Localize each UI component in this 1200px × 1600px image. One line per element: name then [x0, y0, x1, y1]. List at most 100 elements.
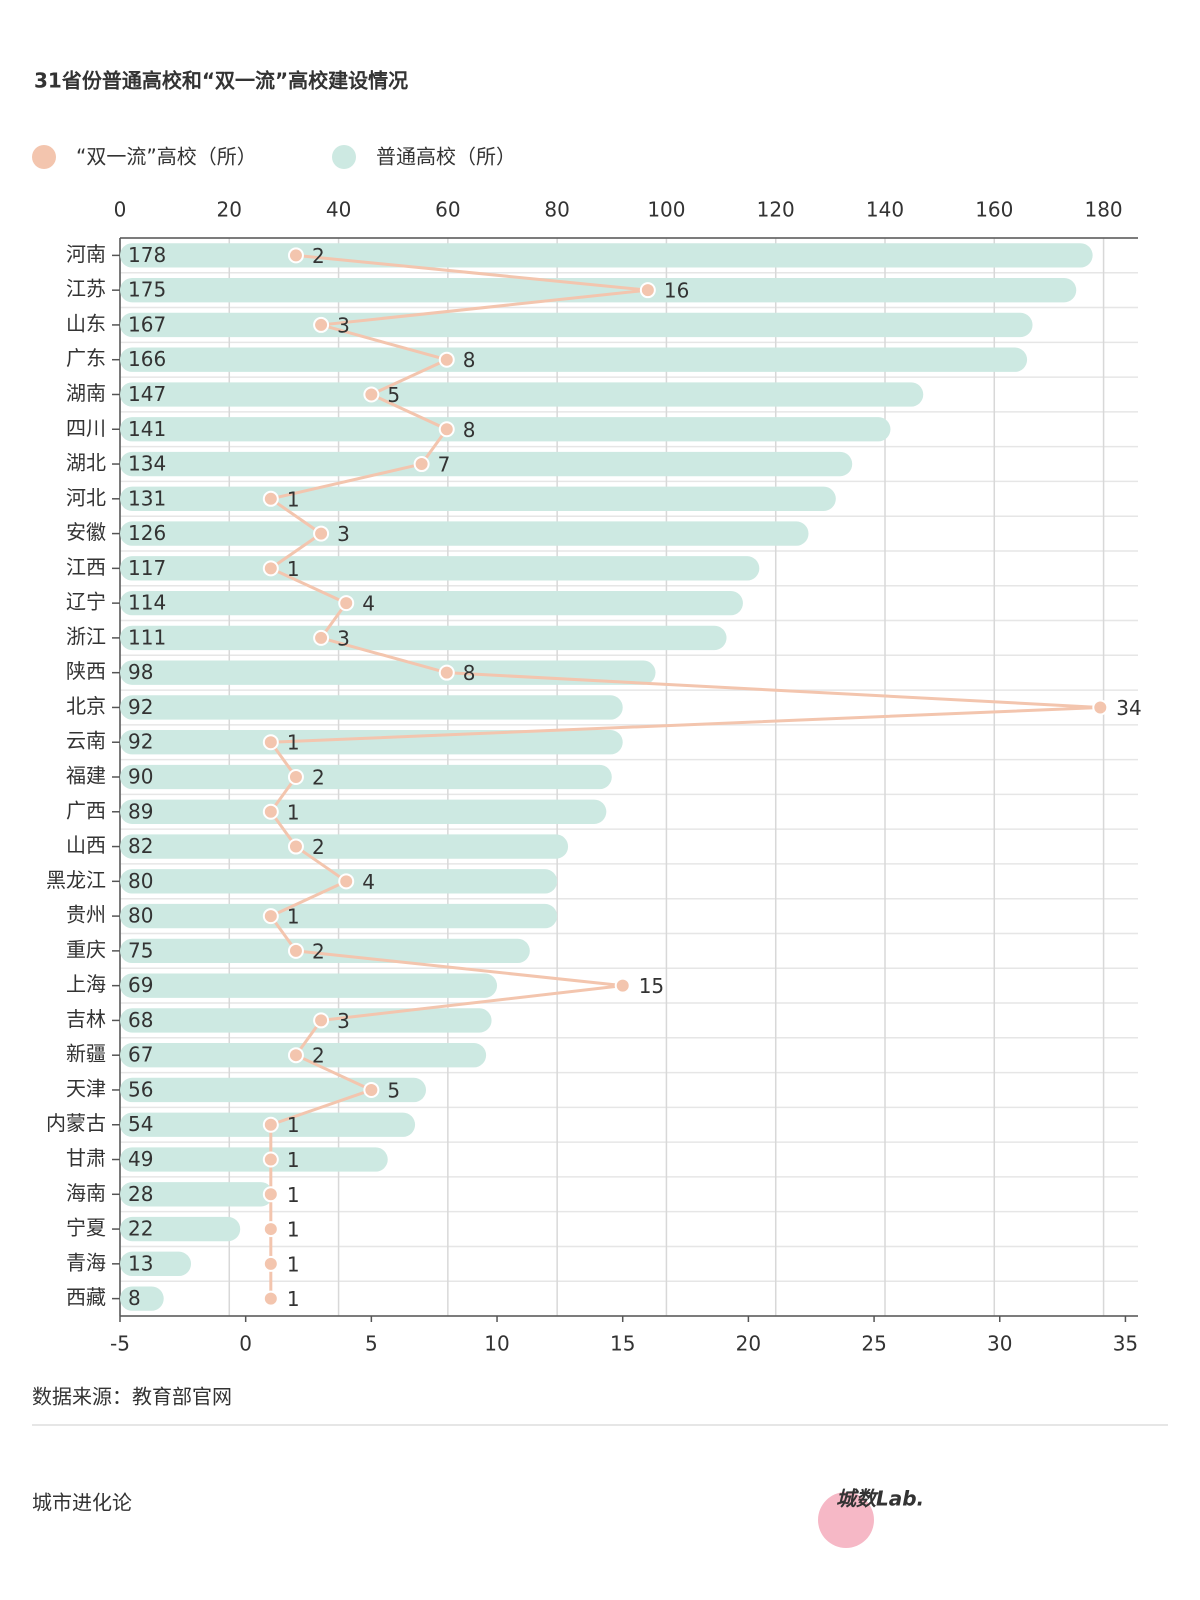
logo: 城数Lab.	[836, 1487, 924, 1511]
bar-value-label: 80	[128, 869, 153, 893]
x-tick-label: 160	[975, 198, 1013, 222]
bar	[120, 243, 1093, 268]
line-point	[262, 908, 279, 925]
x-tick-label: 120	[757, 198, 795, 222]
point-value-label: 1	[287, 1183, 300, 1207]
line-point	[363, 386, 380, 403]
point-value-label: 3	[337, 313, 350, 337]
x2-tick-label: 30	[987, 1332, 1012, 1356]
point-value-label: 1	[287, 487, 300, 511]
y-tick-label: 北京	[66, 694, 106, 718]
bar-value-label: 8	[128, 1286, 141, 1310]
y-tick-label: 山东	[66, 311, 106, 335]
point-value-label: 8	[463, 661, 476, 685]
bar	[120, 556, 760, 581]
bar-value-label: 134	[128, 452, 166, 476]
point-value-label: 3	[337, 522, 350, 546]
bar	[120, 1286, 164, 1311]
y-tick-label: 浙江	[66, 624, 106, 648]
legend-swatch	[332, 145, 356, 169]
point-value-label: 3	[337, 626, 350, 650]
line-point	[313, 629, 330, 646]
point-value-label: 1	[287, 800, 300, 824]
bar	[120, 1147, 388, 1172]
bar-value-label: 28	[128, 1182, 153, 1206]
bar	[120, 451, 853, 477]
line-point	[287, 1047, 304, 1064]
line-point	[287, 942, 304, 959]
point-value-label: 2	[312, 244, 325, 268]
point-value-label: 1	[287, 1287, 300, 1311]
bar-value-label: 126	[128, 521, 166, 545]
point-value-label: 1	[287, 1148, 300, 1172]
bar-value-label: 54	[128, 1112, 153, 1136]
line-point	[262, 1221, 279, 1238]
bar-value-label: 82	[128, 834, 153, 858]
bar	[120, 1008, 492, 1033]
line-point	[413, 456, 430, 473]
bar-value-label: 75	[128, 938, 153, 962]
bar	[120, 590, 743, 616]
source-note: 数据来源：教育部官网	[32, 1385, 232, 1409]
y-tick-label: 青海	[66, 1250, 106, 1274]
line-point	[313, 316, 330, 333]
y-tick-label: 上海	[66, 972, 106, 996]
y-tick-label: 宁夏	[66, 1216, 106, 1240]
y-tick-label: 江西	[66, 555, 106, 579]
line-point	[262, 1290, 279, 1307]
bar-value-label: 117	[128, 556, 166, 580]
y-tick-label: 辽宁	[66, 590, 106, 614]
x-tick-label: 40	[326, 198, 351, 222]
line-point	[287, 247, 304, 264]
line-point	[262, 1116, 279, 1133]
point-value-label: 1	[287, 557, 300, 581]
bar	[120, 521, 809, 546]
point-value-label: 3	[337, 1009, 350, 1033]
bar-value-label: 131	[128, 486, 166, 510]
y-tick-label: 四川	[66, 416, 106, 440]
bar-value-label: 114	[128, 591, 166, 615]
line-point	[262, 1151, 279, 1168]
point-value-label: 2	[312, 835, 325, 859]
y-tick-label: 广西	[66, 798, 106, 822]
x2-tick-label: 10	[484, 1332, 509, 1356]
x2-tick-label: 5	[365, 1332, 378, 1356]
bar-value-label: 56	[128, 1077, 153, 1101]
point-value-label: 5	[387, 1078, 400, 1102]
bar	[120, 730, 623, 755]
y-tick-label: 湖北	[66, 451, 106, 475]
line-point	[614, 977, 631, 994]
y-tick-label: 云南	[66, 729, 106, 753]
bar-value-label: 92	[128, 730, 153, 754]
bar-value-label: 141	[128, 417, 166, 441]
bar-value-label: 147	[128, 382, 166, 406]
chart-title: 31省份普通高校和“双一流”高校建设情况	[34, 69, 408, 93]
line-point	[438, 421, 455, 438]
line-point	[262, 560, 279, 577]
line-point	[438, 664, 455, 681]
line-point	[639, 282, 656, 299]
point-value-label: 2	[312, 1044, 325, 1068]
bar	[120, 625, 727, 651]
x-tick-label: 180	[1084, 198, 1122, 222]
footer: 城市进化论	[32, 1491, 132, 1515]
bar	[120, 1182, 274, 1207]
legend-label: 普通高校（所）	[376, 145, 516, 169]
bar-value-label: 167	[128, 312, 166, 336]
bar	[120, 277, 1077, 303]
bar	[120, 1077, 427, 1103]
bar	[120, 417, 891, 442]
bar-value-label: 80	[128, 904, 153, 928]
x2-tick-label: 20	[736, 1332, 761, 1356]
point-value-label: 4	[362, 592, 375, 616]
y-tick-label: 西藏	[66, 1285, 106, 1309]
point-value-label: 1	[287, 1113, 300, 1137]
bar	[120, 382, 924, 407]
bar-value-label: 98	[128, 660, 153, 684]
bar	[120, 347, 1028, 372]
bar	[120, 903, 558, 929]
line-point	[338, 873, 355, 890]
bar-value-label: 22	[128, 1217, 153, 1241]
y-tick-label: 新疆	[66, 1042, 106, 1066]
